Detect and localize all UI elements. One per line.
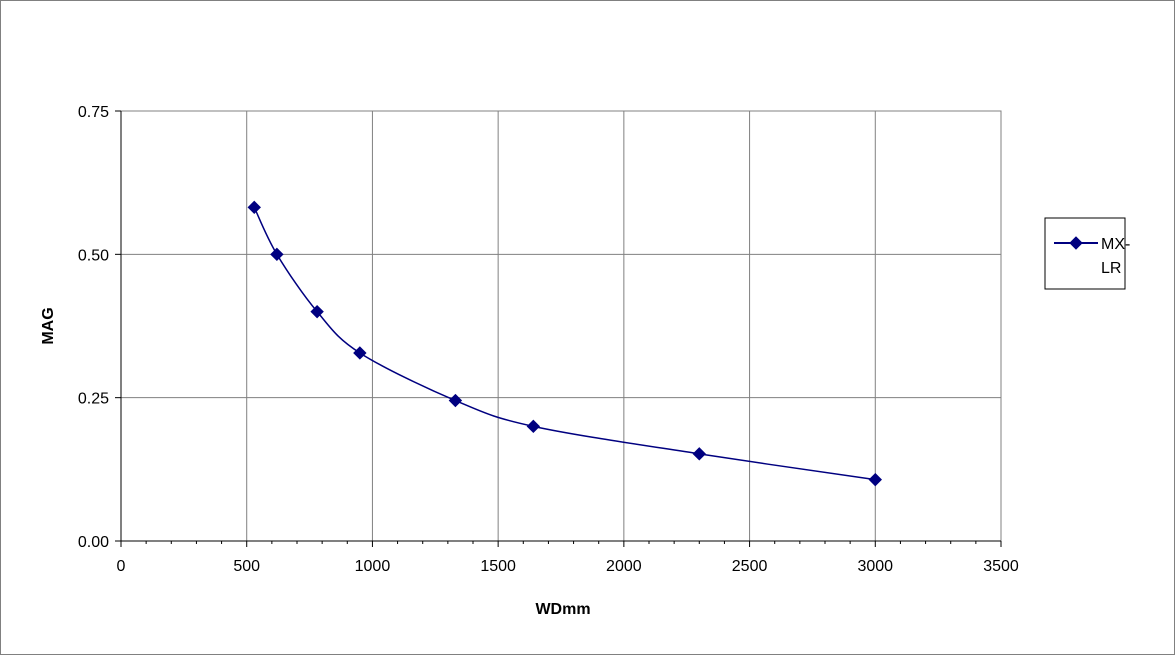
data-point-marker	[692, 447, 706, 461]
series-line	[253, 206, 876, 481]
plot-area	[120, 110, 1002, 542]
x-tick-label: 3000	[857, 558, 893, 575]
x-tick-label: 0	[117, 558, 126, 575]
legend-marker	[1069, 236, 1083, 250]
data-point-marker	[310, 304, 324, 319]
y-tick-label: 0.75	[78, 104, 109, 121]
x-axis-title: WDmm	[535, 601, 590, 618]
y-axis-title: MAG	[40, 307, 57, 344]
gridlines	[121, 111, 1001, 541]
x-tick-label: 3500	[983, 558, 1019, 575]
series-layer	[247, 200, 882, 487]
data-point-marker	[270, 247, 284, 262]
data-point-marker	[448, 393, 463, 408]
data-point-marker	[526, 419, 541, 434]
x-tick-label: 1000	[355, 558, 391, 575]
data-point-marker	[247, 200, 261, 215]
x-tick-label: 1500	[480, 558, 516, 575]
x-tick-label: 500	[233, 558, 260, 575]
x-tick-label: 2000	[606, 558, 642, 575]
data-point-marker	[868, 472, 882, 487]
legend: MX- LR	[1044, 217, 1130, 290]
axis-ticks	[115, 110, 1002, 547]
tick-labels: 0 500 1000 1500 2000 2500 3000 3500 0.00 0.25 0.50…	[78, 104, 1019, 575]
y-tick-label: 0.50	[78, 247, 109, 264]
x-tick-label: 2500	[732, 558, 768, 575]
legend-label-line1: MX-	[1101, 236, 1130, 253]
y-tick-label: 0.25	[78, 391, 109, 408]
y-tick-label: 0.00	[78, 534, 109, 551]
legend-label-line2: LR	[1101, 260, 1121, 277]
data-point-marker	[353, 346, 367, 360]
legend-box	[1044, 217, 1126, 290]
